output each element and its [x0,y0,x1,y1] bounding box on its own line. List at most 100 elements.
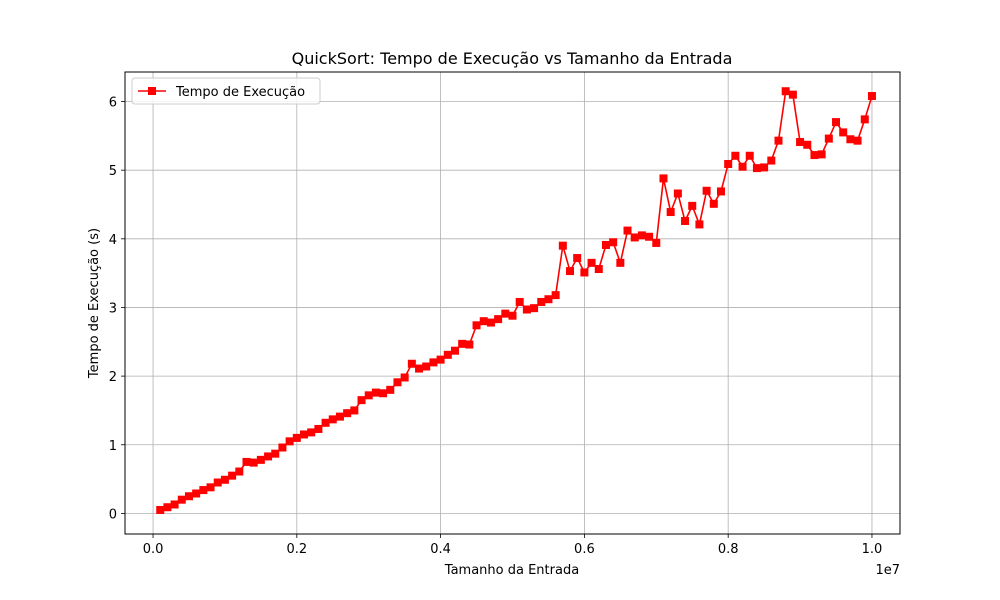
data-point [601,240,610,249]
data-point [170,500,179,509]
y-tick-label: 5 [109,164,117,179]
data-point [673,189,682,198]
data-point [350,406,359,415]
data-point [501,309,510,318]
data-point [810,151,819,160]
y-tick-label: 4 [109,233,117,248]
data-point [436,355,445,364]
plot-frame [124,71,901,535]
data-point [645,232,654,241]
data-point [386,385,395,394]
x-axis-label: Tamanho da Entrada [444,563,579,578]
data-point [371,388,380,397]
data-point [292,433,301,442]
chart-title: QuickSort: Tempo de Execução vs Tamanho … [292,49,733,68]
data-point [364,391,373,400]
data-point [443,350,452,359]
data-point [630,233,639,242]
x-tick-label: 0.4 [430,542,451,557]
data-point [343,409,352,418]
data-point [580,268,589,277]
data-point [745,151,754,160]
data-point [752,164,761,173]
data-point [860,115,869,124]
data-point [479,317,488,326]
data-point [803,140,812,149]
data-point [264,452,273,461]
data-point [796,138,805,147]
data-point [429,358,438,367]
data-point [242,457,251,466]
data-point [206,483,215,492]
data-point [228,471,237,480]
grid [125,72,900,534]
data-point [235,467,244,476]
data-point [450,346,459,355]
data-point [285,437,294,446]
data-point [163,503,172,512]
data-point [393,378,402,387]
x-tick-label: 0.0 [143,542,164,557]
x-axis-offset-label: 1e7 [875,563,900,578]
data-point [184,492,193,501]
data-point [357,396,366,405]
series [156,87,876,514]
data-point [530,304,539,313]
data-point [307,428,316,437]
data-point [220,475,229,484]
data-point [767,156,776,165]
data-point [573,254,582,263]
data-point [400,373,409,382]
data-point [623,226,632,235]
data-point [724,159,733,168]
data-point [508,311,517,320]
data-point [695,220,704,229]
data-point [551,291,560,300]
data-point [659,174,668,183]
data-point [199,486,208,495]
data-point [156,505,165,514]
data-point [422,362,431,371]
data-point [788,90,797,99]
data-point [544,295,553,304]
data-point [817,150,826,159]
data-point [271,449,280,458]
data-point [839,128,848,137]
data-point [335,412,344,421]
data-point [832,118,841,127]
data-point [314,424,323,433]
data-point [846,135,855,144]
data-point [213,478,222,487]
data-point [458,339,467,348]
data-point [494,315,503,324]
x-tick-label: 0.2 [286,542,307,557]
data-point [774,136,783,145]
data-point [537,297,546,306]
data-point [731,151,740,160]
data-point [637,231,646,240]
data-point [594,265,603,274]
data-point [465,340,474,349]
data-point [249,458,258,467]
x-tick-label: 0.8 [718,542,739,557]
data-point [379,389,388,398]
y-tick-label: 3 [109,301,117,316]
data-point [328,415,337,424]
data-point [781,87,790,96]
data-point [738,162,747,171]
data-point [177,495,186,504]
data-point [300,430,309,439]
data-point [616,258,625,267]
data-point [867,92,876,101]
data-point [688,201,697,210]
data-point [681,216,690,225]
data-point [709,199,718,208]
ticks: 0.0 0.2 0.4 0.6 0.8 1.0 0 1 2 3 4 5 6 [109,96,883,557]
data-point [515,297,524,306]
data-point [587,258,596,267]
y-axis-label: Tempo de Execução (s) [87,228,102,379]
legend-box [131,77,321,105]
data-point [853,136,862,145]
data-point [716,187,725,196]
